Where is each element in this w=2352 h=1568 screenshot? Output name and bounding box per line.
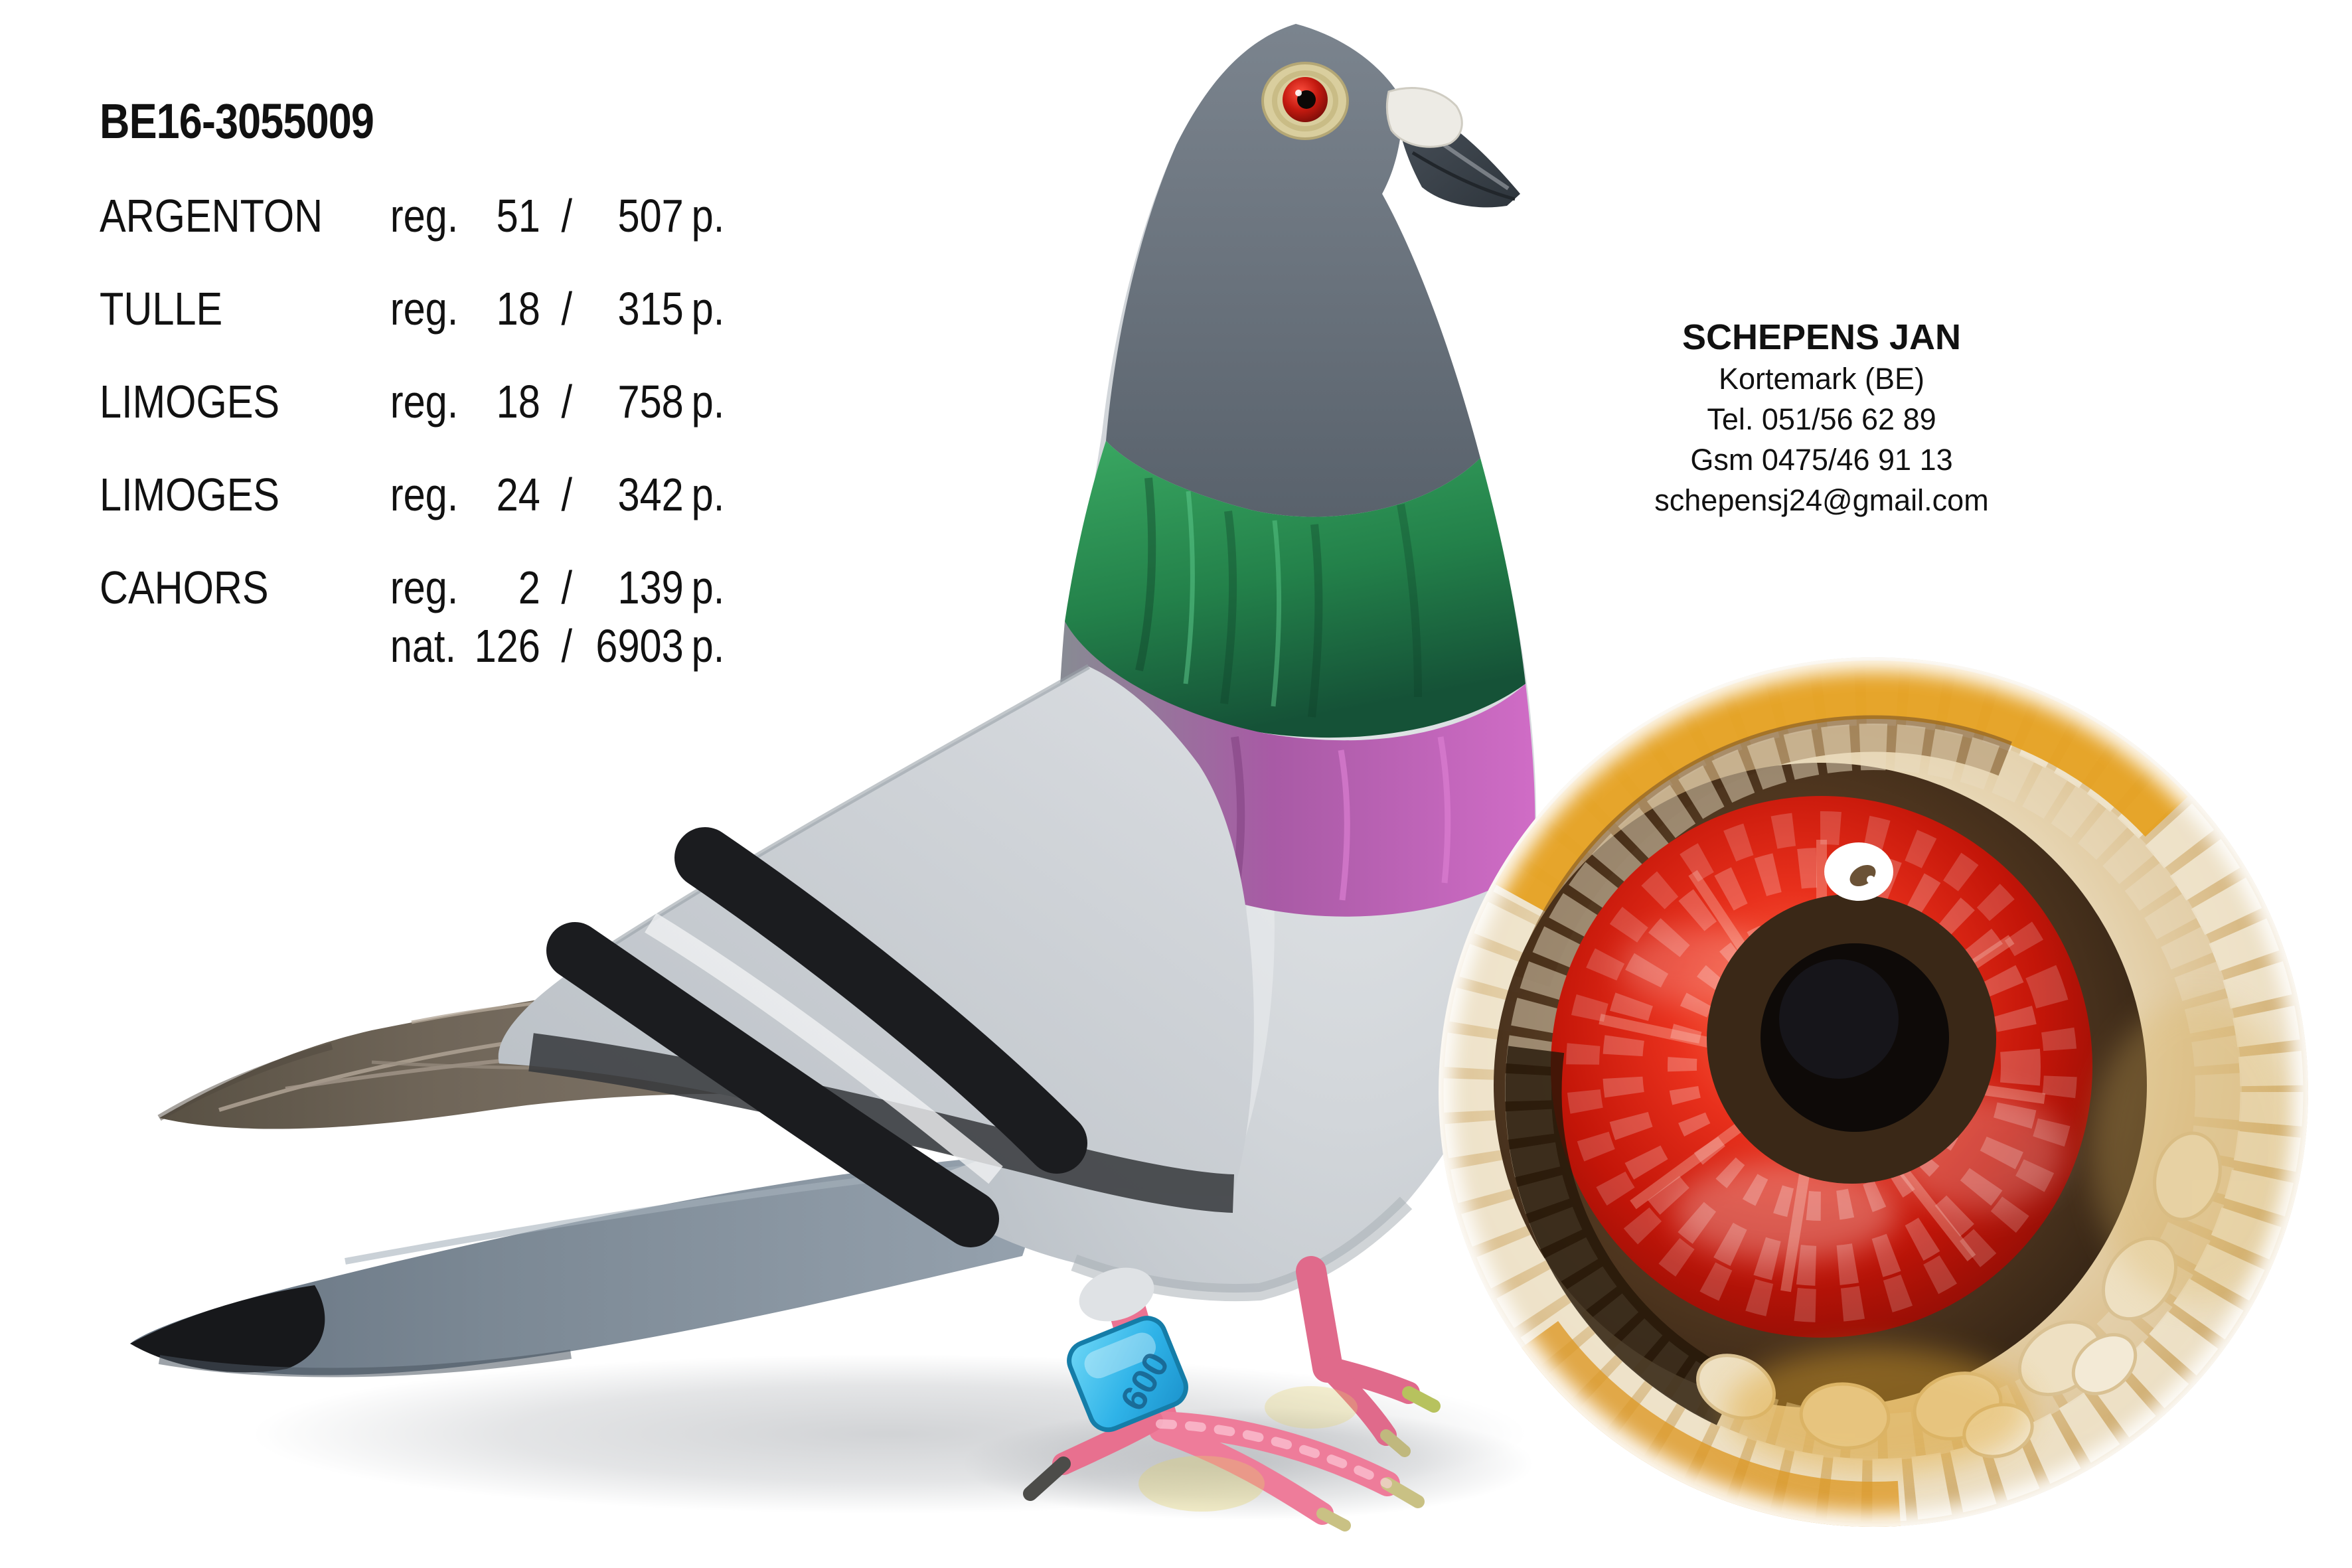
result-place: 51 [496, 190, 540, 242]
contact-phone: Tel. 051/56 62 89 [1707, 402, 1936, 436]
result-line: reg. 18 / 758 p. [390, 378, 735, 425]
result-total: 758 [617, 376, 684, 428]
pigeon-legs: 600 [1023, 1256, 1441, 1531]
pigeon-head [1106, 24, 1480, 517]
result-line: reg. 51 / 507 p. [390, 193, 735, 239]
race-row: CAHORS reg. 2 / 139 p. nat. 126 / 6903 p… [100, 564, 734, 669]
leg-feathers [1079, 1267, 1154, 1322]
claw [1316, 1508, 1351, 1531]
claw [1381, 1477, 1425, 1508]
back-claw [1023, 1456, 1071, 1501]
wing-bar-upper [674, 827, 1087, 1174]
result-separator: / [561, 376, 573, 428]
result-total: 342 [617, 469, 684, 520]
result-label: reg. [390, 469, 459, 520]
result-place: 2 [518, 562, 540, 613]
race-name: LIMOGES [100, 469, 280, 520]
result-total: 6903 [595, 620, 684, 672]
result-label: reg. [390, 376, 459, 428]
result-separator: / [561, 469, 573, 520]
result-suffix: p. [691, 562, 725, 613]
result-label: reg. [390, 190, 459, 242]
lid-orange-top-arc [1442, 661, 2305, 1524]
far-claw [1402, 1386, 1441, 1413]
result-suffix: p. [691, 283, 725, 335]
result-suffix: p. [691, 620, 725, 672]
pigeon-tail [130, 1156, 1028, 1377]
contact-block: SCHEPENS JAN Kortemark (BE) Tel. 051/56 … [1616, 316, 2027, 520]
result-total: 139 [617, 562, 684, 613]
leg-ring: 600 [1067, 1316, 1188, 1433]
result-suffix: p. [691, 469, 725, 520]
race-row: LIMOGES reg. 18 / 758 p. [100, 378, 734, 425]
result-place: 18 [496, 376, 540, 428]
result-line: reg. 18 / 315 p. [390, 285, 735, 332]
contact-mobile: Gsm 0475/46 91 13 [1690, 443, 1953, 477]
result-suffix: p. [691, 190, 725, 242]
result-line: reg. 2 / 139 p. [390, 564, 735, 611]
result-label: reg. [390, 562, 459, 613]
contact-location: Kortemark (BE) [1718, 362, 1925, 396]
contact-email: schepensj24@gmail.com [1654, 483, 1989, 517]
result-line-national: nat. 126 / 6903 p. [390, 623, 735, 669]
result-separator: / [561, 620, 573, 672]
ring-number: BE16-3055009 [100, 94, 374, 149]
result-place: 18 [496, 283, 540, 335]
pigeon-photo: 600 [130, 24, 1536, 1531]
result-separator: / [561, 283, 573, 335]
eye-shadow-crescent [1505, 724, 2242, 1460]
race-row: TULLE reg. 18 / 315 p. [100, 285, 734, 332]
contact-name: SCHEPENS JAN [1682, 317, 1962, 357]
wing-bar-lower [546, 922, 999, 1247]
eye-pupil [1707, 894, 1996, 1184]
wing-secondaries-band [528, 1033, 1235, 1213]
eye-highlight [1824, 842, 1893, 901]
pigeon-beak [1385, 87, 1520, 208]
beak-cere [1385, 87, 1463, 148]
race-name: LIMOGES [100, 376, 280, 428]
pigeon-head-eye [1261, 62, 1349, 140]
eye-closeup-photo [1439, 657, 2308, 1527]
result-line: reg. 24 / 342 p. [390, 471, 735, 518]
result-label: reg. [390, 283, 459, 335]
pigeon-wing-shield [498, 664, 1254, 1247]
wing-bar-white-gap [645, 913, 1003, 1184]
result-place: 126 [474, 620, 540, 672]
race-name: CAHORS [100, 562, 269, 613]
result-separator: / [561, 190, 573, 242]
lid-orange-bottom-arc [1439, 657, 2308, 1527]
race-row: ARGENTON reg. 51 / 507 p. [100, 193, 734, 239]
result-label: nat. [390, 620, 457, 672]
result-place: 24 [496, 469, 540, 520]
race-results-table: ARGENTON reg. 51 / 507 p. TULLE reg. 18 … [100, 193, 734, 716]
race-name: TULLE [100, 283, 223, 335]
result-total: 315 [617, 283, 684, 335]
race-name: ARGENTON [100, 190, 323, 242]
race-row: LIMOGES reg. 24 / 342 p. [100, 471, 734, 518]
pigeon-neck-green [1065, 441, 1526, 738]
result-total: 507 [617, 190, 684, 242]
result-separator: / [561, 562, 573, 613]
result-suffix: p. [691, 376, 725, 428]
